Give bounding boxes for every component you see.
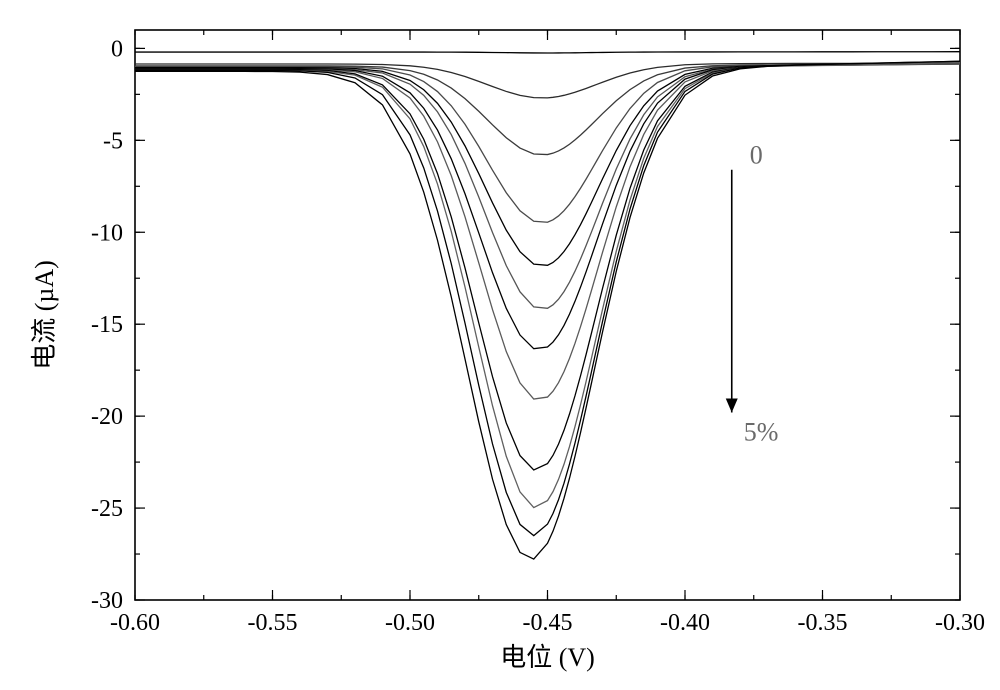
svg-text:-0.30: -0.30 xyxy=(935,610,985,636)
svg-text:-0.50: -0.50 xyxy=(385,610,435,636)
svg-text:-30: -30 xyxy=(91,588,123,614)
svg-text:-0.35: -0.35 xyxy=(798,610,848,636)
svg-text:-25: -25 xyxy=(91,496,123,522)
annotation-bottom: 5% xyxy=(744,417,779,446)
svg-text:-20: -20 xyxy=(91,404,123,430)
svg-text:-10: -10 xyxy=(91,220,123,246)
chart-svg: -0.60-0.55-0.50-0.45-0.40-0.35-0.300-5-1… xyxy=(0,0,1000,690)
svg-text:电流 (µA): 电流 (µA) xyxy=(30,260,59,370)
chart-container: { "chart": { "type": "line", "width": 10… xyxy=(0,0,1000,690)
svg-text:0: 0 xyxy=(111,36,123,62)
svg-text:-0.40: -0.40 xyxy=(660,610,710,636)
svg-text:电位 (V): 电位 (V) xyxy=(500,643,595,672)
svg-text:-5: -5 xyxy=(103,128,123,154)
svg-text:-0.45: -0.45 xyxy=(523,610,573,636)
svg-text:-0.55: -0.55 xyxy=(248,610,298,636)
annotation-top: 0 xyxy=(750,141,763,170)
svg-text:-15: -15 xyxy=(91,312,123,338)
